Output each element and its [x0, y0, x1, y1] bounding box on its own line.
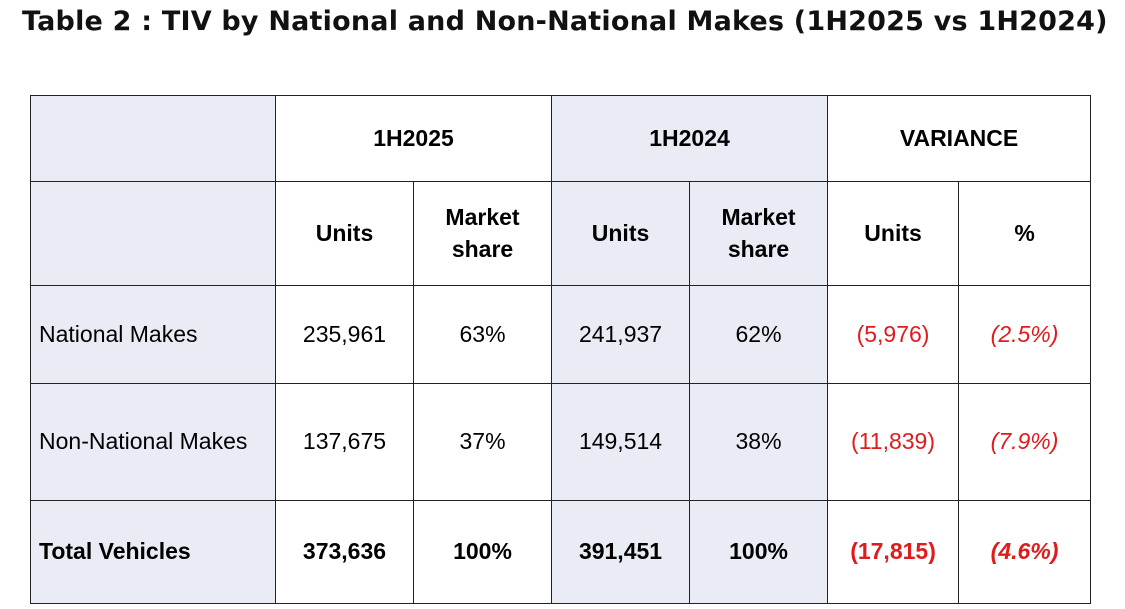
table-title: Table 2 : TIV by National and Non-Nation…: [22, 6, 1108, 37]
units-2024-cell: 241,937: [551, 285, 691, 384]
table-row: Non-National Makes 137,675 37% 149,514 3…: [30, 383, 1092, 501]
variance-units-cell: (17,815): [827, 500, 960, 604]
variance-percent-cell: (4.6%): [958, 500, 1092, 604]
header-units-variance: Units: [827, 181, 960, 286]
share-2024-cell: 62%: [689, 285, 829, 384]
header-corner-cell-2: [30, 181, 276, 286]
row-label: Non-National Makes: [30, 383, 276, 501]
share-2025-cell: 63%: [412, 285, 553, 384]
share-2024-cell: 100%: [689, 500, 829, 604]
share-2025-cell: 37%: [412, 383, 553, 501]
variance-units-cell: (5,976): [827, 285, 960, 384]
units-2024-cell: 149,514: [551, 383, 691, 501]
tiv-table: 1H2025 1H2024 VARIANCE Units Market share…: [30, 95, 1092, 604]
variance-percent-cell: (7.9%): [958, 383, 1092, 501]
header-period-2025: 1H2025: [274, 95, 553, 182]
header-share-2025: Market share: [412, 181, 553, 286]
units-2025-cell: 235,961: [275, 285, 414, 384]
variance-units-cell: (11,839): [827, 383, 960, 501]
share-2025-cell: 100%: [412, 500, 553, 604]
units-2025-cell: 373,636: [275, 500, 414, 604]
row-label: National Makes: [30, 285, 276, 384]
header-corner-cell: [30, 95, 276, 182]
share-2024-cell: 38%: [689, 383, 829, 501]
table-row: National Makes 235,961 63% 241,937 62% (…: [30, 285, 1092, 384]
header-units-2024: Units: [551, 181, 691, 286]
units-2024-cell: 391,451: [551, 500, 691, 604]
header-period-2024: 1H2024: [551, 95, 829, 182]
header-row-periods: 1H2025 1H2024 VARIANCE: [30, 95, 1092, 182]
header-units-2025: Units: [275, 181, 414, 286]
units-2025-cell: 137,675: [275, 383, 414, 501]
header-percent-variance: %: [958, 181, 1092, 286]
row-label-total: Total Vehicles: [30, 500, 276, 604]
variance-percent-cell: (2.5%): [958, 285, 1092, 384]
header-row-metrics: Units Market share Units Market share Unit…: [30, 181, 1092, 286]
header-variance: VARIANCE: [827, 95, 1092, 182]
table-row-total: Total Vehicles 373,636 100% 391,451 100%…: [30, 500, 1092, 604]
header-share-2024: Market share: [689, 181, 829, 286]
